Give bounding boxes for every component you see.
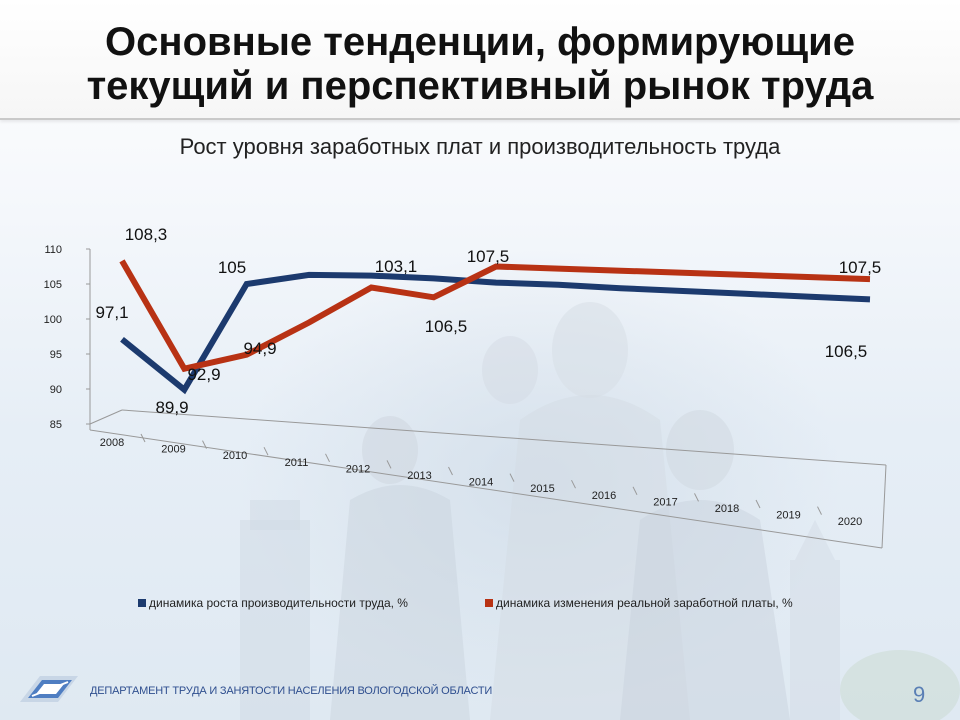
series-line-wages (119, 259, 871, 373)
x-tick-label: 2009 (161, 444, 185, 456)
x-tick-mark (263, 446, 269, 456)
y-tick-label: 110 (44, 244, 62, 256)
slide-title-line-1: Основные тенденции, формирующие (105, 20, 855, 64)
data-label: 105 (218, 258, 246, 277)
x-tick-label: 2018 (715, 503, 739, 515)
x-tick-mark (509, 473, 515, 482)
x-tick-label: 2008 (100, 437, 124, 449)
x-tick-mark (632, 486, 638, 496)
legend-label-wages: динамика изменения реальной заработной п… (496, 596, 793, 610)
data-label: 106,5 (825, 342, 868, 361)
data-label: 94,9 (243, 339, 276, 358)
x-tick-mark (694, 493, 699, 502)
floor-right-edge (881, 464, 887, 549)
data-label: 97,1 (95, 303, 128, 322)
department-logo-icon (20, 676, 78, 702)
legend-item-productivity: динамика роста производительности труда,… (138, 596, 408, 610)
x-tick-label: 2011 (285, 457, 309, 469)
y-tick-label: 95 (50, 349, 62, 361)
x-tick-mark (817, 506, 822, 515)
y-tick-label: 90 (50, 384, 62, 396)
x-tick-mark (325, 453, 330, 463)
floor-back-edge (121, 409, 887, 466)
data-label: 107,5 (839, 258, 882, 277)
floor-front-edge (89, 429, 883, 549)
legend-swatch-productivity (138, 599, 146, 607)
x-tick-label: 2016 (592, 490, 616, 502)
legend-swatch-wages (485, 599, 493, 607)
data-label: 103,1 (375, 257, 418, 276)
footer-department-name: ДЕПАРТАМЕНТ ТРУДА И ЗАНЯТОСТИ НАСЕЛЕНИЯ … (90, 685, 493, 697)
x-tick-label: 2015 (530, 483, 554, 495)
y-tick-label: 85 (50, 419, 62, 431)
x-tick-label: 2014 (469, 477, 493, 489)
chart-title: Рост уровня заработных плат и производит… (179, 134, 781, 159)
y-tick-label: 105 (44, 279, 62, 291)
x-tick-mark (140, 433, 146, 443)
legend-label-productivity: динамика роста производительности труда,… (149, 596, 408, 610)
x-tick-label: 2019 (776, 510, 800, 522)
data-label: 89,9 (155, 398, 188, 417)
legend-item-wages: динамика изменения реальной заработной п… (485, 596, 793, 610)
data-label: 106,5 (425, 317, 468, 336)
x-tick-mark (448, 466, 453, 476)
x-tick-label: 2017 (653, 496, 677, 508)
slide-title-line-2: текущий и перспективный рынок труда (86, 64, 874, 108)
x-tick-mark (755, 499, 761, 509)
data-label: 108,3 (125, 225, 168, 244)
series-line-productivity (120, 271, 871, 395)
x-tick-label: 2012 (346, 463, 370, 475)
data-label: 107,5 (467, 247, 510, 266)
slide-header: Основные тенденции, формирующие текущий … (0, 0, 960, 120)
data-label: 92,9 (187, 365, 220, 384)
x-tick-label: 2010 (223, 450, 247, 462)
slide-title: Основные тенденции, формирующие текущий … (20, 20, 940, 108)
page-number: 9 (913, 682, 926, 707)
x-tick-mark (386, 460, 392, 469)
x-tick-label: 2013 (407, 470, 431, 482)
x-tick-mark (571, 479, 576, 489)
floor-left-edge (89, 409, 123, 425)
x-tick-mark (202, 440, 207, 449)
y-tick-label: 100 (44, 314, 62, 326)
x-tick-label: 2020 (838, 516, 862, 528)
